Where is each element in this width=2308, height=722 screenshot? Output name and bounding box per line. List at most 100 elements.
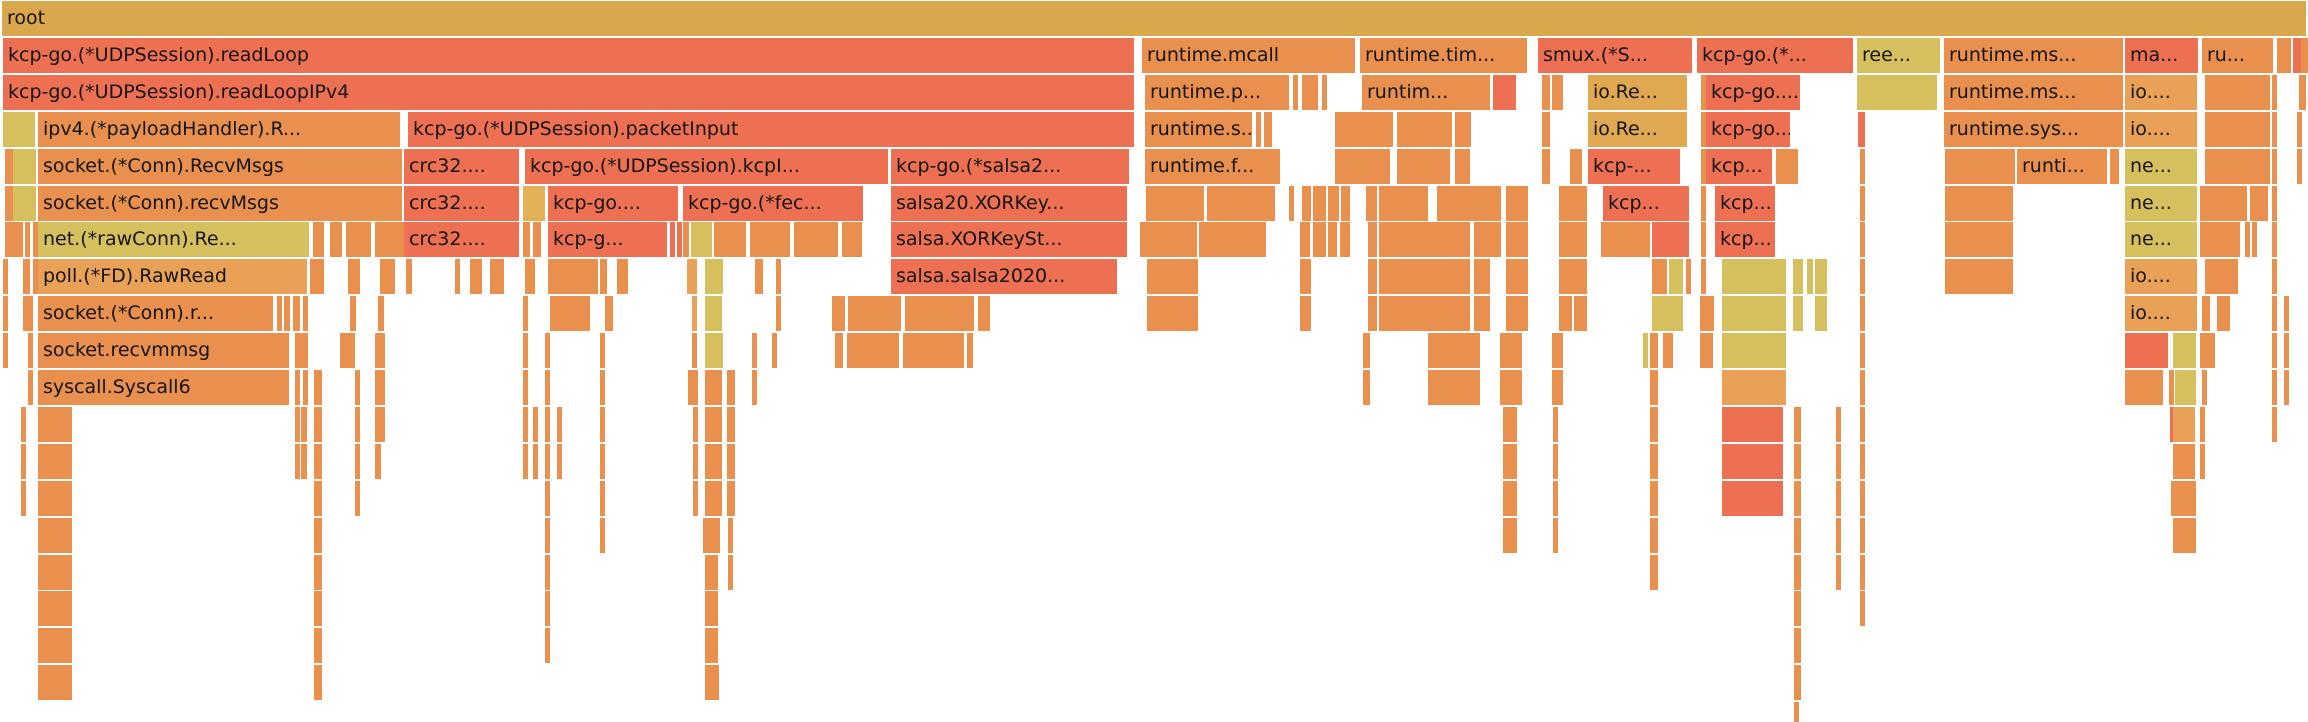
flame-frame[interactable] [1455,111,1471,147]
flame-frame[interactable] [705,480,722,516]
flame-frame-kcp[interactable]: kcp... [1715,185,1775,221]
flame-frame[interactable] [470,259,482,295]
flame-frame[interactable] [2272,148,2277,184]
flame-frame[interactable] [2284,296,2289,332]
flame-frame-kcp-go-salsa2[interactable]: kcp-go.(*salsa2... [891,148,1129,184]
flame-frame[interactable] [1860,333,1865,369]
flame-frame[interactable] [705,370,722,405]
flame-frame[interactable] [1335,148,1390,184]
flame-frame-runtime-sys[interactable]: runtime.sys... [1944,111,2123,147]
flame-frame[interactable] [1300,222,1310,258]
flame-frame[interactable] [2297,111,2302,147]
flame-frame[interactable] [38,665,72,701]
flame-frame-runtime-mcall[interactable]: runtime.mcall [1142,37,1355,73]
flame-frame-salsa20-xorkey[interactable]: salsa20.XORKey... [891,185,1127,221]
flame-frame[interactable] [1722,370,1786,405]
flame-frame-kcp-go[interactable]: kcp-go.(*... [1697,37,1853,73]
flame-frame[interactable] [1643,333,1648,369]
flame-frame[interactable] [3,111,35,147]
flame-frame-salsa-xorkeyst[interactable]: salsa.XORKeySt... [891,222,1127,258]
flame-frame[interactable] [1328,185,1339,221]
flame-frame[interactable] [1474,259,1490,295]
flame-frame[interactable] [523,406,528,442]
flame-frame[interactable] [28,370,33,405]
flame-frame[interactable] [1553,517,1558,553]
flame-frame[interactable] [1793,259,1803,295]
flame-frame-kcp-go-udpsession-packetinput[interactable]: kcp-go.(*UDPSession).packetInput [408,111,1134,147]
flame-frame[interactable] [1794,591,1801,627]
flame-frame[interactable] [1300,259,1311,295]
flame-frame[interactable] [848,296,901,332]
flame-frame-socket-conn-r[interactable]: socket.(*Conn).r... [38,296,273,332]
flame-frame-crc32[interactable]: crc32.... [404,185,519,221]
flame-frame[interactable] [1506,259,1528,295]
flame-frame[interactable] [375,443,381,479]
flame-frame[interactable] [1815,296,1827,332]
flame-frame[interactable] [2250,185,2268,221]
flame-frame[interactable] [1542,111,1550,147]
flame-frame[interactable] [1455,148,1470,184]
flame-frame[interactable] [303,370,308,405]
flame-frame[interactable] [5,185,13,221]
flame-frame[interactable] [2114,148,2119,184]
flame-frame[interactable] [1701,185,1706,221]
flame-frame[interactable] [903,333,964,369]
flame-frame[interactable] [730,406,735,442]
flame-frame[interactable] [1794,702,1799,722]
flame-frame[interactable] [670,222,675,258]
flame-frame[interactable] [2200,406,2205,442]
flame-frame[interactable] [1722,480,1783,516]
flame-frame[interactable] [13,148,36,184]
flame-frame[interactable] [545,370,550,405]
flame-frame[interactable] [2272,370,2277,405]
flame-frame[interactable] [346,222,371,258]
flame-frame[interactable] [545,333,550,369]
flame-frame[interactable] [752,333,757,369]
flame-frame[interactable] [1328,222,1337,258]
flame-frame-runtime-p[interactable]: runtime.p... [1145,74,1289,110]
flame-frame[interactable] [2200,185,2247,221]
flame-frame-kcp-go-udpsession-readloopipv4[interactable]: kcp-go.(*UDPSession).readLoopIPv4 [3,74,1134,110]
flame-frame[interactable] [3,333,8,369]
flame-frame[interactable] [1722,259,1786,295]
flame-frame[interactable] [1553,480,1558,516]
flame-frame[interactable] [600,517,605,553]
flame-frame[interactable] [842,222,862,258]
flame-frame[interactable] [38,443,72,479]
flame-frame[interactable] [5,222,10,258]
flame-frame-salsa-salsa2020[interactable]: salsa.salsa2020... [891,259,1117,295]
flame-frame-io[interactable]: io.... [2125,111,2197,147]
flame-frame-runtime-f[interactable]: runtime.f... [1145,148,1280,184]
flame-frame[interactable] [1794,480,1801,516]
flame-frame[interactable] [1860,443,1865,479]
flame-frame[interactable] [301,443,307,479]
flame-frame[interactable] [314,554,322,590]
flame-frame[interactable] [1559,185,1587,221]
flame-frame[interactable] [1945,259,2013,295]
flame-frame-kcp[interactable]: kcp-... [1588,148,1680,184]
flame-frame-runtime-tim[interactable]: runtime.tim... [1360,37,1527,73]
flame-frame[interactable] [13,185,36,221]
flame-frame[interactable] [1807,259,1813,295]
flame-frame[interactable] [1552,74,1563,110]
flame-frame[interactable] [2169,370,2174,405]
flame-frame[interactable] [1199,222,1266,258]
flame-frame[interactable] [1553,443,1558,479]
flame-frame[interactable] [1147,259,1198,295]
flame-frame[interactable] [2299,74,2306,110]
flame-frame[interactable] [2284,370,2289,405]
flame-frame[interactable] [1701,111,1706,147]
flame-frame[interactable] [523,443,528,479]
flame-frame[interactable] [1650,406,1658,442]
flame-frame[interactable] [1945,185,2013,221]
flame-frame[interactable] [1794,628,1801,664]
flame-frame-kcp[interactable]: kcp... [1603,185,1689,221]
flame-frame[interactable] [705,259,723,295]
flame-frame[interactable] [794,222,838,258]
flame-frame-ne[interactable]: ne... [2125,148,2197,184]
flame-frame[interactable] [21,406,26,442]
flame-frame[interactable] [1559,222,1587,258]
flame-frame-kcp[interactable]: kcp... [1706,148,1772,184]
flame-frame[interactable] [776,259,781,295]
flame-frame[interactable] [693,443,698,479]
